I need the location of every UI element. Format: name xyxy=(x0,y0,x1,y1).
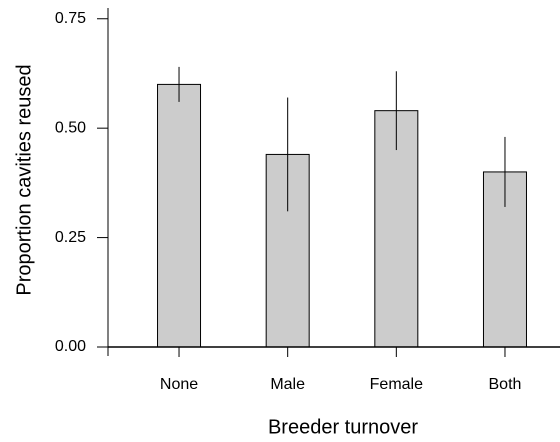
x-tick-label: Male xyxy=(270,376,305,393)
x-axis-label: Breeder turnover xyxy=(268,416,418,438)
y-tick-label: 0.25 xyxy=(55,229,86,246)
y-tick-label: 0.50 xyxy=(55,119,86,136)
y-axis-label: Proportion cavities reused xyxy=(13,64,35,295)
bar xyxy=(157,83,202,348)
x-tick-label: None xyxy=(160,376,198,393)
y-tick-label: 0.00 xyxy=(55,338,86,355)
y-tick-label: 0.75 xyxy=(55,10,86,27)
x-tick-label: Female xyxy=(370,376,423,393)
x-tick-label: Both xyxy=(489,376,522,393)
